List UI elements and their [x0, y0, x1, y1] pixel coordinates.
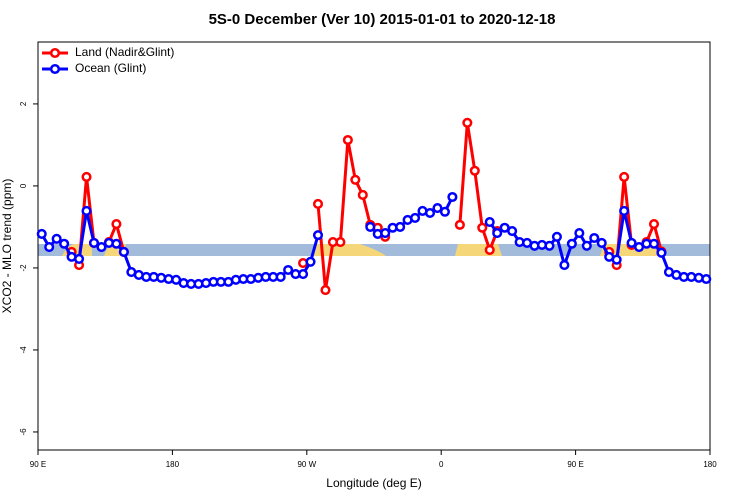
data-point	[544, 240, 555, 251]
x-tick-label: 90 W	[297, 460, 316, 469]
data-point	[350, 174, 361, 185]
data-point	[484, 216, 495, 228]
data-point	[320, 285, 331, 296]
data-point	[596, 237, 607, 248]
data-point	[312, 230, 324, 241]
x-tick-label: 90 E	[30, 460, 46, 469]
data-point	[484, 244, 495, 255]
data-point	[454, 219, 465, 230]
data-point	[492, 228, 503, 239]
data-point	[81, 171, 92, 182]
data-point	[335, 237, 346, 248]
legend-label: Land (Nadir&Glint)	[75, 45, 174, 59]
data-point	[432, 203, 443, 214]
data-point	[648, 219, 660, 230]
data-point	[462, 117, 473, 128]
series-line	[316, 138, 387, 292]
y-tick-label: 0	[19, 183, 28, 188]
data-point	[551, 231, 562, 242]
data-point	[410, 212, 421, 223]
data-point	[469, 165, 480, 176]
data-point	[88, 237, 100, 248]
data-point	[59, 238, 70, 249]
plot-frame	[37, 41, 711, 451]
data-point	[589, 232, 600, 244]
data-point	[648, 238, 660, 249]
chart-title: 5S-0 December (Ver 10) 2015-01-01 to 202…	[209, 11, 556, 28]
legend-marker	[49, 63, 61, 75]
y-axis-label: XCO2 - MLO trend (ppm)	[0, 179, 14, 314]
data-point	[701, 273, 712, 285]
data-point	[395, 221, 406, 232]
data-point	[559, 260, 570, 271]
x-tick-label: 90 E	[567, 460, 583, 469]
y-tick-label: -4	[19, 346, 28, 354]
y-tick-label: -2	[19, 264, 28, 272]
y-tick-label: -6	[19, 428, 28, 436]
data-point	[74, 253, 85, 264]
data-point	[439, 206, 450, 217]
data-point	[574, 228, 585, 239]
data-point	[656, 247, 667, 258]
data-point	[619, 171, 630, 182]
data-point	[581, 240, 592, 251]
legend-label: Ocean (Glint)	[75, 61, 146, 75]
x-tick-label: 0	[439, 460, 444, 469]
data-point	[305, 256, 316, 267]
data-point	[619, 205, 630, 216]
data-point	[611, 254, 622, 265]
data-point	[566, 238, 577, 249]
data-point	[81, 205, 92, 216]
data-point	[342, 134, 353, 146]
data-point	[365, 221, 376, 232]
x-axis-label: Longitude (deg E)	[326, 476, 421, 490]
data-point	[477, 222, 488, 233]
x-tick-label: 180	[703, 460, 717, 469]
data-point	[118, 246, 129, 257]
x-tick-label: 180	[166, 460, 180, 469]
data-point	[51, 233, 62, 244]
y-tick-label: 2	[19, 101, 28, 106]
data-point	[96, 241, 107, 253]
data-point	[357, 189, 368, 200]
data-point	[380, 228, 391, 239]
data-point	[298, 269, 309, 280]
data-point	[283, 264, 294, 276]
data-point	[111, 219, 122, 230]
data-point	[111, 238, 122, 249]
data-point	[312, 198, 324, 210]
data-point	[275, 271, 286, 283]
data-point	[626, 237, 637, 248]
data-point	[447, 191, 458, 203]
data-point	[424, 207, 436, 219]
data-point	[507, 225, 518, 237]
data-point	[44, 241, 55, 253]
data-point	[36, 228, 47, 239]
legend-marker	[49, 47, 61, 59]
